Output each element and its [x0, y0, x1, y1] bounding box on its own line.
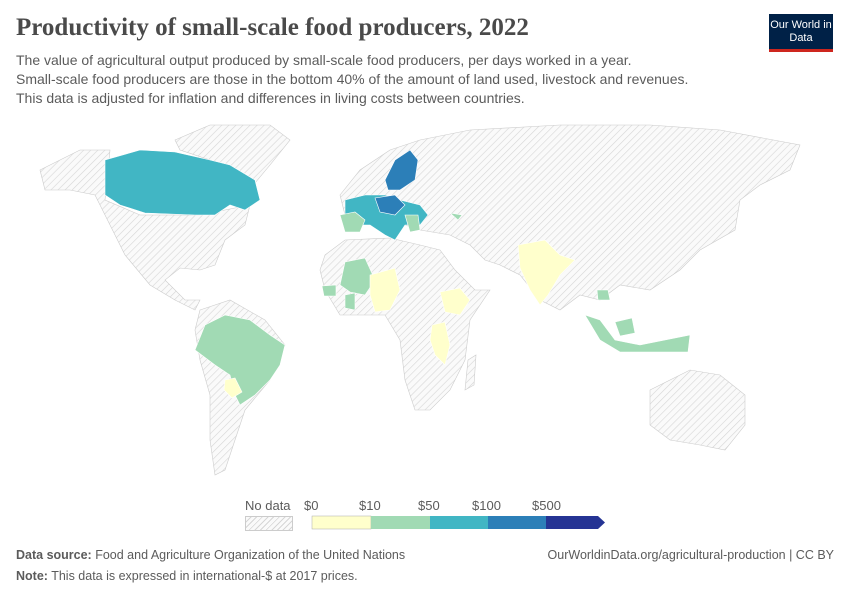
madagascar[interactable] [464, 354, 477, 391]
source-text[interactable]: Food and Agriculture Organization of the… [95, 548, 406, 562]
legend-no-data-swatch [245, 516, 293, 531]
north-america-nodata[interactable] [39, 149, 251, 311]
legend-swatch-3[interactable] [430, 516, 488, 529]
chart-title: Productivity of small-scale food produce… [16, 14, 529, 41]
greenland[interactable] [174, 124, 291, 196]
borneo[interactable] [614, 317, 636, 337]
note-text: This data is expressed in international-… [51, 569, 358, 583]
india[interactable] [517, 239, 576, 306]
legend-bin-500: $500 [532, 498, 561, 513]
data-source: Data source: Food and Agriculture Organi… [16, 548, 405, 562]
ethiopia[interactable] [439, 287, 471, 316]
indonesia[interactable] [584, 314, 691, 353]
vietnam-cambodia[interactable] [596, 289, 611, 301]
legend-swatch-2[interactable] [371, 516, 430, 529]
greece-balkans[interactable] [404, 214, 421, 233]
spain-portugal[interactable] [339, 211, 366, 233]
legend-swatch-4[interactable] [488, 516, 546, 529]
legend-bin-100: $100 [472, 498, 501, 513]
senegal[interactable] [321, 284, 337, 297]
world-map [39, 124, 801, 476]
ghana[interactable] [344, 292, 356, 311]
legend-bin-0: $0 [304, 498, 319, 513]
central-europe[interactable] [374, 194, 406, 216]
legend-swatch-5[interactable] [546, 516, 605, 529]
legend-no-data-label: No data [245, 498, 291, 513]
mali-burkina[interactable] [339, 257, 376, 296]
subtitle-line-1: The value of agricultural output produce… [16, 52, 632, 68]
tanzania-malawi[interactable] [429, 321, 451, 366]
logo-text: Our World in Data [770, 19, 832, 44]
subtitle-line-3: This data is adjusted for inflation and … [16, 90, 525, 106]
owid-logo[interactable]: Our World in Data [769, 14, 833, 52]
eurasia-nodata[interactable] [339, 124, 801, 311]
australia[interactable] [649, 369, 746, 451]
note-label: Note: [16, 569, 48, 583]
legend-bin-10: $10 [359, 498, 381, 513]
source-label: Data source: [16, 548, 92, 562]
brazil[interactable] [194, 314, 286, 406]
legend-bin-50: $50 [418, 498, 440, 513]
subtitle-line-2: Small-scale food producers are those in … [16, 71, 689, 87]
canada[interactable] [104, 149, 261, 216]
legend-color-bar [311, 515, 605, 530]
paraguay[interactable] [223, 377, 243, 399]
note: Note: This data is expressed in internat… [16, 569, 358, 583]
niger-nigeria[interactable] [369, 267, 401, 313]
georgia[interactable] [449, 212, 463, 221]
legend-swatch-1[interactable] [311, 515, 372, 530]
source-url[interactable]: OurWorldinData.org/agricultural-producti… [547, 548, 834, 562]
sweden-finland[interactable] [384, 149, 419, 191]
